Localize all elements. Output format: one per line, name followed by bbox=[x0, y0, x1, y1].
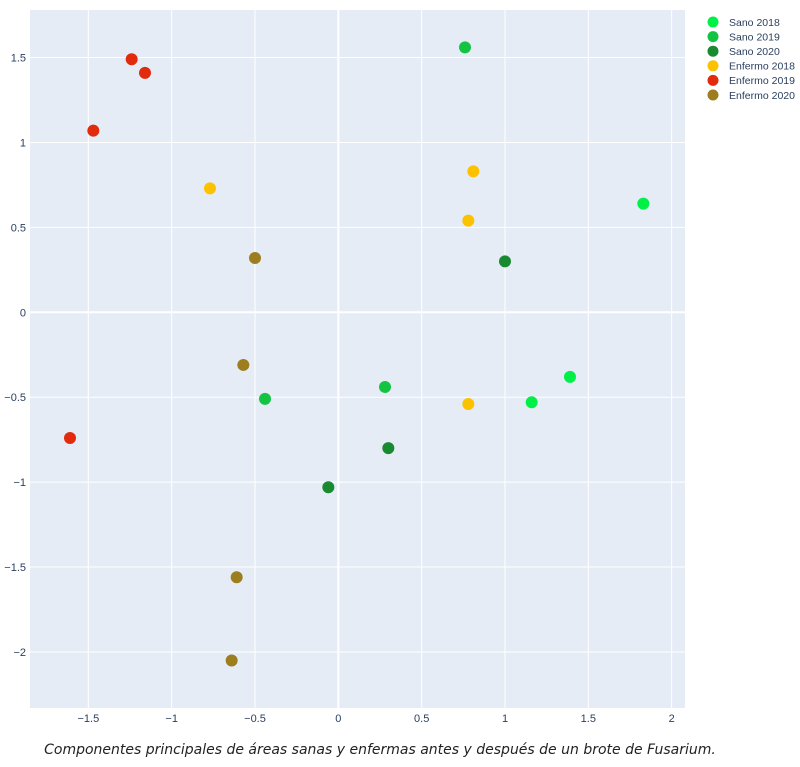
data-points bbox=[64, 41, 650, 667]
y-tick-label: 0.5 bbox=[11, 222, 26, 234]
legend-marker bbox=[707, 89, 719, 101]
point-enfermo-2020 bbox=[230, 571, 243, 584]
legend-item-sano-2019[interactable]: Sano 2019 bbox=[707, 31, 780, 43]
point-enfermo-2019 bbox=[139, 66, 151, 79]
x-tick-label: −0.5 bbox=[244, 713, 266, 725]
legend-marker bbox=[707, 16, 719, 28]
point-enfermo-2018 bbox=[462, 398, 475, 411]
legend-item-enfermo-2020[interactable]: Enfermo 2020 bbox=[707, 89, 796, 102]
x-tick-label: 1 bbox=[502, 713, 508, 725]
point-enfermo-2019 bbox=[64, 431, 76, 444]
point-enfermo-2019 bbox=[87, 124, 100, 137]
point-enfermo-2019 bbox=[125, 53, 138, 66]
legend-label: Sano 2020 bbox=[729, 46, 780, 58]
point-enfermo-2018 bbox=[462, 214, 475, 227]
x-tick-label: 0 bbox=[335, 713, 341, 725]
y-tick-label: −0.5 bbox=[4, 392, 26, 404]
legend-label: Enfermo 2018 bbox=[729, 61, 795, 73]
legend-marker bbox=[707, 31, 719, 43]
x-tick-label: −1.5 bbox=[77, 713, 99, 725]
y-tick-label: 1.5 bbox=[11, 53, 26, 65]
x-tick-label: 1.5 bbox=[581, 713, 596, 725]
point-sano-2019 bbox=[259, 392, 271, 405]
point-enfermo-2018 bbox=[204, 182, 216, 195]
point-sano-2020 bbox=[382, 442, 395, 455]
point-sano-2018 bbox=[525, 396, 538, 409]
point-enfermo-2018 bbox=[467, 165, 480, 178]
legend-item-enfermo-2018[interactable]: Enfermo 2018 bbox=[707, 60, 796, 73]
legend-item-sano-2020[interactable]: Sano 2020 bbox=[707, 45, 780, 58]
point-sano-2019 bbox=[459, 41, 471, 54]
plot-area bbox=[30, 10, 685, 708]
y-tick-label: 1 bbox=[20, 137, 26, 149]
y-tick-label: −1 bbox=[13, 477, 26, 489]
y-axis-ticks: 1.5 1 0.5 0 −0.5 −1 −1.5 −2 bbox=[4, 53, 26, 659]
legend-marker bbox=[707, 60, 719, 72]
legend-marker bbox=[707, 74, 719, 86]
grid-lines bbox=[30, 10, 685, 708]
legend-item-enfermo-2019[interactable]: Enfermo 2019 bbox=[707, 74, 796, 87]
legend-label: Enfermo 2019 bbox=[729, 75, 795, 87]
point-sano-2018 bbox=[564, 370, 576, 383]
legend-label: Sano 2019 bbox=[729, 31, 780, 43]
scatter-chart: −1.5 −1 −0.5 0 0.5 1 1.5 2 1.5 1 0.5 0 −0.5 −1 −1.5 −2… bbox=[4, 10, 796, 725]
legend-item-sano-2018[interactable]: Sano 2018 bbox=[707, 16, 780, 29]
legend-label: Enfermo 2020 bbox=[729, 90, 795, 102]
y-tick-label: −2 bbox=[13, 647, 26, 659]
x-axis-ticks: −1.5 −1 −0.5 0 0.5 1 1.5 2 bbox=[77, 713, 674, 725]
point-sano-2020 bbox=[499, 255, 511, 268]
legend-label: Sano 2018 bbox=[729, 17, 780, 29]
x-tick-label: 2 bbox=[669, 713, 675, 725]
x-tick-label: −1 bbox=[165, 713, 178, 725]
point-sano-2019 bbox=[379, 381, 391, 394]
legend-marker bbox=[707, 45, 719, 57]
point-enfermo-2020 bbox=[249, 251, 261, 264]
figure-caption: Componentes principales de áreas sanas y… bbox=[44, 742, 716, 758]
point-enfermo-2020 bbox=[237, 358, 250, 371]
point-enfermo-2020 bbox=[225, 654, 238, 667]
y-tick-label: 0 bbox=[20, 307, 26, 319]
point-sano-2020 bbox=[322, 481, 335, 494]
legend[interactable]: Sano 2018 Sano 2019 Sano 2020 Enfermo 2018 E… bbox=[707, 16, 796, 102]
x-tick-label: 0.5 bbox=[414, 713, 429, 725]
point-sano-2018 bbox=[637, 197, 650, 210]
y-tick-label: −1.5 bbox=[4, 562, 26, 574]
